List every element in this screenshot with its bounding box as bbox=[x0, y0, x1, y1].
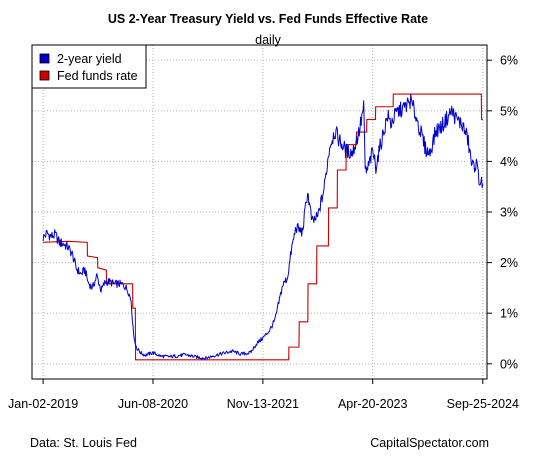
chart-subtitle: daily bbox=[255, 33, 281, 47]
footer-brand: CapitalSpectator.com bbox=[370, 436, 489, 450]
x-tick-label: Sep-25-2024 bbox=[447, 397, 519, 411]
series-line-2-year-yield bbox=[42, 93, 484, 361]
legend-swatch-fedfunds bbox=[39, 70, 50, 81]
y-tick-label: 2% bbox=[500, 256, 518, 270]
x-tick-label: Nov-13-2021 bbox=[227, 397, 299, 411]
grid bbox=[32, 45, 487, 379]
y-tick-label: 5% bbox=[500, 104, 518, 118]
y-axis: 0% 1% 2% 3% 4% 5% 6% bbox=[487, 54, 518, 371]
y-tick-label: 4% bbox=[500, 155, 518, 169]
legend-label-fedfunds: Fed funds rate bbox=[57, 69, 138, 83]
series-layer bbox=[42, 93, 484, 361]
x-tick-label: Jun-08-2020 bbox=[118, 397, 188, 411]
x-tick-label: Jan-02-2019 bbox=[8, 397, 78, 411]
footer-source: Data: St. Louis Fed bbox=[30, 436, 137, 450]
legend-label-yield: 2-year yield bbox=[57, 52, 122, 66]
x-axis: Jan-02-2019 Jun-08-2020 Nov-13-2021 Apr-20-… bbox=[8, 379, 519, 411]
chart-title: US 2-Year Treasury Yield vs. Fed Funds E… bbox=[108, 12, 428, 26]
x-tick-label: Apr-20-2023 bbox=[338, 397, 408, 411]
series-line-fed-funds bbox=[43, 93, 483, 361]
legend: 2-year yield Fed funds rate bbox=[31, 44, 147, 89]
legend-box bbox=[31, 44, 147, 89]
y-tick-label: 0% bbox=[500, 357, 518, 371]
y-tick-label: 1% bbox=[500, 307, 518, 321]
y-tick-label: 6% bbox=[500, 54, 518, 68]
plot-frame bbox=[31, 44, 488, 380]
legend-swatch-yield bbox=[39, 53, 50, 64]
y-tick-label: 3% bbox=[500, 206, 518, 220]
